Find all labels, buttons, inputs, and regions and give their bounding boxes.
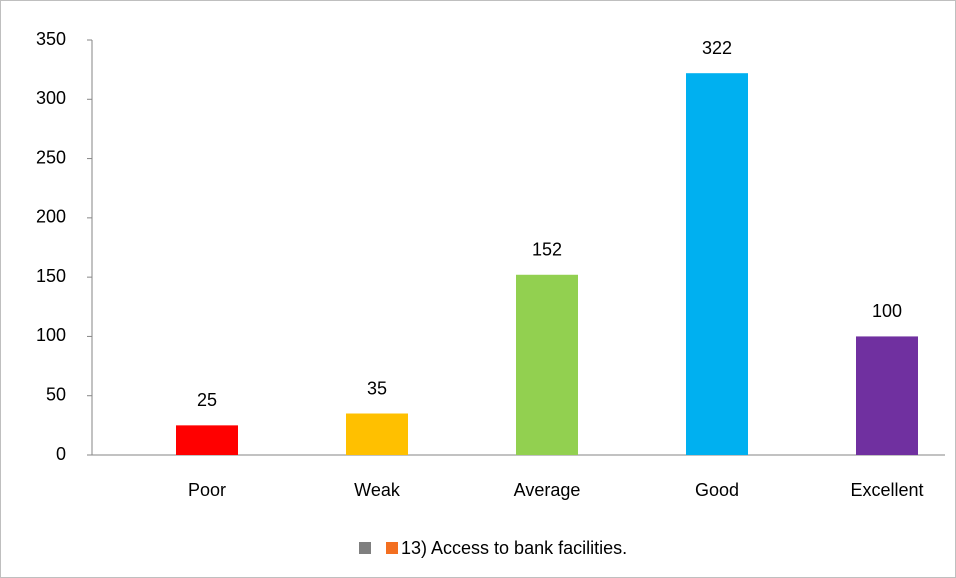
bar (346, 413, 408, 455)
legend-marker-extra (359, 542, 371, 554)
y-tick-label: 50 (46, 384, 66, 404)
data-label: 152 (532, 240, 562, 260)
y-tick-label: 150 (36, 266, 66, 286)
bar (176, 425, 238, 455)
y-tick-label: 100 (36, 325, 66, 345)
legend-label: 13) Access to bank facilities. (401, 538, 627, 558)
data-label: 25 (197, 390, 217, 410)
data-label: 322 (702, 38, 732, 58)
x-tick-label: Weak (354, 480, 401, 500)
y-tick-label: 200 (36, 207, 66, 227)
y-tick-label: 300 (36, 88, 66, 108)
legend-marker (386, 542, 398, 554)
data-label: 35 (367, 378, 387, 398)
x-tick-label: Poor (188, 480, 226, 500)
data-label: 100 (872, 301, 902, 321)
bar (856, 336, 918, 455)
x-tick-label: Good (695, 480, 739, 500)
y-tick-label: 350 (36, 29, 66, 49)
bar (686, 73, 748, 455)
x-tick-label: Excellent (850, 480, 923, 500)
y-tick-label: 0 (56, 444, 66, 464)
bar (516, 274, 578, 455)
x-tick-label: Average (514, 480, 581, 500)
y-tick-label: 250 (36, 147, 66, 167)
